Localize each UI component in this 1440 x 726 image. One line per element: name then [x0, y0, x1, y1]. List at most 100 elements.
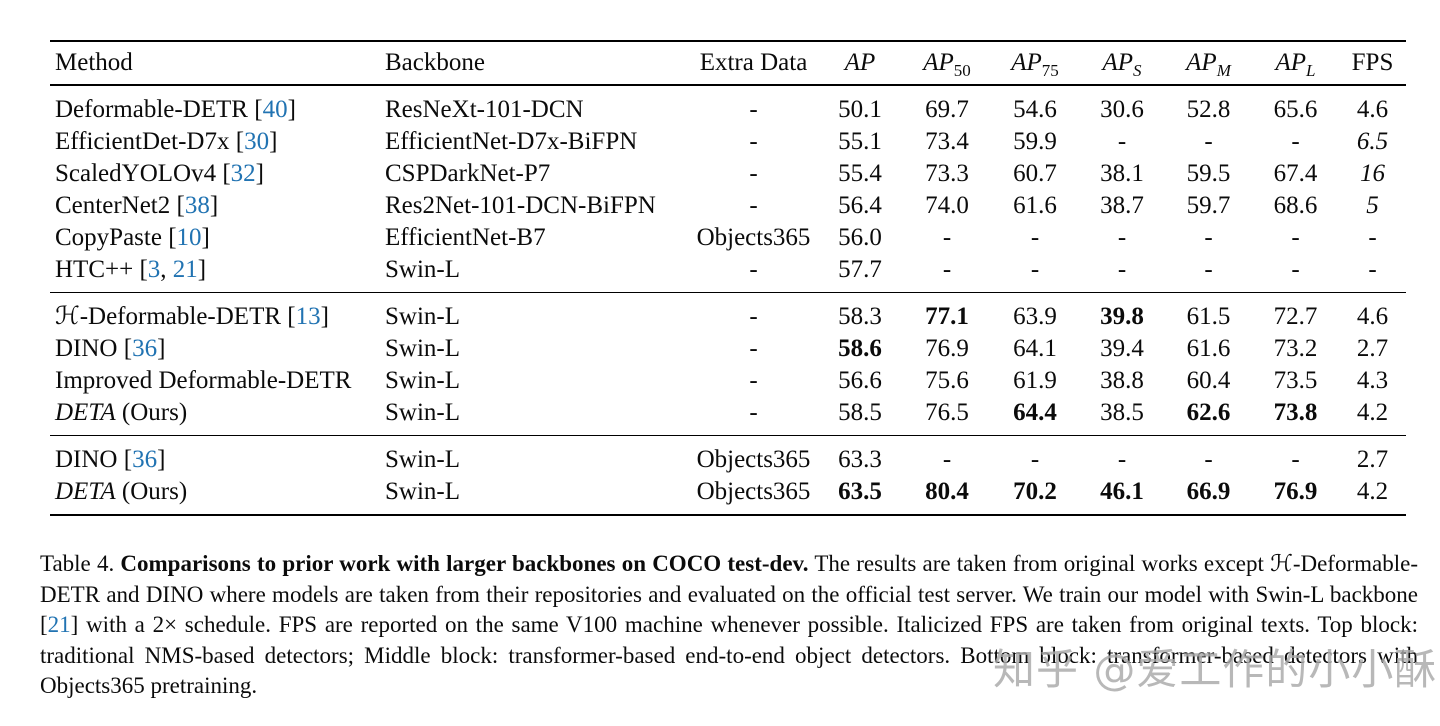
aps-cell: 39.8	[1079, 293, 1165, 334]
apl-cell: 76.9	[1252, 476, 1339, 515]
method-cell: DINO [36]	[50, 333, 380, 365]
text-segment: -	[749, 367, 758, 394]
text-segment: 59.7	[1186, 192, 1231, 219]
text-segment: DETA	[55, 399, 116, 426]
fps-cell: 4.6	[1339, 85, 1406, 126]
citation-link[interactable]: 40	[262, 96, 288, 123]
citation-link[interactable]: 3	[147, 256, 161, 283]
text-segment: 64.1	[1013, 335, 1057, 362]
text-segment: 38.8	[1100, 367, 1144, 394]
aps-cell: 39.4	[1079, 333, 1165, 365]
backbone-cell: CSPDarkNet-P7	[380, 158, 690, 190]
ap-cell: 56.0	[817, 222, 903, 254]
text-segment: [	[254, 96, 263, 123]
text-segment: 55.1	[838, 128, 882, 155]
text-segment: 68.6	[1273, 192, 1318, 219]
caption: Table 4. Comparisons to prior work with …	[40, 549, 1418, 702]
text-segment: [	[123, 335, 133, 362]
text-segment: CSPDarkNet-P7	[385, 160, 551, 187]
citation-link[interactable]: 36	[132, 335, 158, 362]
text-segment: DINO	[55, 335, 124, 362]
fps-cell: 6.5	[1339, 126, 1406, 158]
apl-cell: 68.6	[1252, 190, 1339, 222]
text-segment: [	[139, 256, 148, 283]
table-row: HTC++ [3, 21] Swin-L -57.7- - - - - -	[50, 254, 1406, 293]
apl-cell: 65.6	[1252, 85, 1339, 126]
text-segment: 63.5	[838, 478, 882, 505]
apm-cell: 59.5	[1165, 158, 1252, 190]
ap-cell: 55.4	[817, 158, 903, 190]
text-segment: 77.1	[925, 303, 969, 330]
text-segment: 62.6	[1186, 399, 1231, 426]
apm-cell: 60.4	[1165, 365, 1252, 397]
ap50-cell: -	[903, 254, 991, 293]
text-segment: 61.9	[1013, 367, 1057, 394]
ap75-cell: 63.9	[991, 293, 1079, 334]
citation-link[interactable]: 38	[184, 192, 210, 219]
citation-link[interactable]: 13	[295, 303, 321, 330]
extra-data-cell: -	[690, 254, 817, 293]
text-segment: -	[942, 224, 952, 251]
text-segment: -	[749, 303, 758, 330]
apl-cell: -	[1252, 126, 1339, 158]
table-row: EfficientDet-D7x [30] EfficientNet-D7x-Bi…	[50, 126, 1406, 158]
text-segment: -	[1291, 446, 1300, 473]
aps-cell: 46.1	[1079, 476, 1165, 515]
extra-data-cell: -	[690, 158, 817, 190]
method-cell: Deformable-DETR [40]	[50, 85, 380, 126]
text-segment: 60.7	[1013, 160, 1057, 187]
ap75-cell: -	[991, 222, 1079, 254]
text-segment: 76.9	[1273, 478, 1318, 505]
col-header-apl: APL	[1275, 49, 1316, 80]
text-segment: (Ours)	[115, 478, 188, 505]
text-segment: -	[749, 335, 758, 362]
ap50-cell: 75.6	[903, 365, 991, 397]
table-row: DINO [36] Swin-L Objects365 63.3- - - - -2.7	[50, 436, 1406, 477]
aps-cell: 38.5	[1079, 397, 1165, 436]
text-segment: Objects365	[696, 224, 811, 251]
citation-link[interactable]: 21	[172, 256, 198, 283]
method-cell: ScaledYOLOv4 [32]	[50, 158, 380, 190]
text-segment: -	[1368, 224, 1377, 251]
ap-cell: 63.5	[817, 476, 903, 515]
apl-cell: 73.5	[1252, 365, 1339, 397]
aps-cell: 30.6	[1079, 85, 1165, 126]
text-segment: 2.7	[1356, 446, 1389, 473]
results-table: Method Backbone Extra Data AP AP50 AP75 APS APM…	[50, 40, 1406, 516]
apm-cell: -	[1165, 222, 1252, 254]
aps-cell: 38.1	[1079, 158, 1165, 190]
aps-cell: 38.8	[1079, 365, 1165, 397]
text-segment: 57.7	[838, 256, 882, 283]
text-segment: ]	[320, 303, 329, 330]
method-cell: DETA (Ours)	[50, 397, 380, 436]
text-segment: 38.5	[1100, 399, 1144, 426]
text-segment: [	[235, 128, 245, 155]
citation-link[interactable]: 10	[176, 224, 202, 251]
text-segment: -	[1368, 256, 1377, 283]
extra-data-cell: -	[690, 293, 817, 334]
ap-cell: 58.3	[817, 293, 903, 334]
text-segment: EfficientNet-B7	[385, 224, 546, 251]
text-segment: -	[942, 446, 952, 473]
citation-link[interactable]: 30	[244, 128, 270, 155]
text-segment: ℋ-Deformable-DETR	[55, 303, 288, 330]
text-segment: HTC++	[55, 256, 140, 283]
text-segment: ]	[209, 192, 219, 219]
extra-data-cell: Objects365	[690, 476, 817, 515]
text-segment: [	[222, 160, 231, 187]
text-segment: Swin-L	[385, 335, 460, 362]
citation-link[interactable]: 32	[230, 160, 256, 187]
text-segment: 4.6	[1356, 303, 1389, 330]
text-segment: 30.6	[1100, 96, 1144, 123]
text-segment: -	[1030, 224, 1040, 251]
text-segment: 6.5	[1356, 128, 1389, 155]
fps-cell: 4.6	[1339, 293, 1406, 334]
text-segment: -	[1291, 224, 1300, 251]
citation-link[interactable]: 21	[47, 612, 71, 638]
text-segment: Improved Deformable-DETR	[55, 367, 352, 394]
text-segment: -	[942, 256, 952, 283]
fps-cell: 4.2	[1339, 397, 1406, 436]
text-segment: 2.7	[1356, 335, 1389, 362]
citation-link[interactable]: 36	[132, 446, 158, 473]
text-segment: [	[123, 446, 133, 473]
